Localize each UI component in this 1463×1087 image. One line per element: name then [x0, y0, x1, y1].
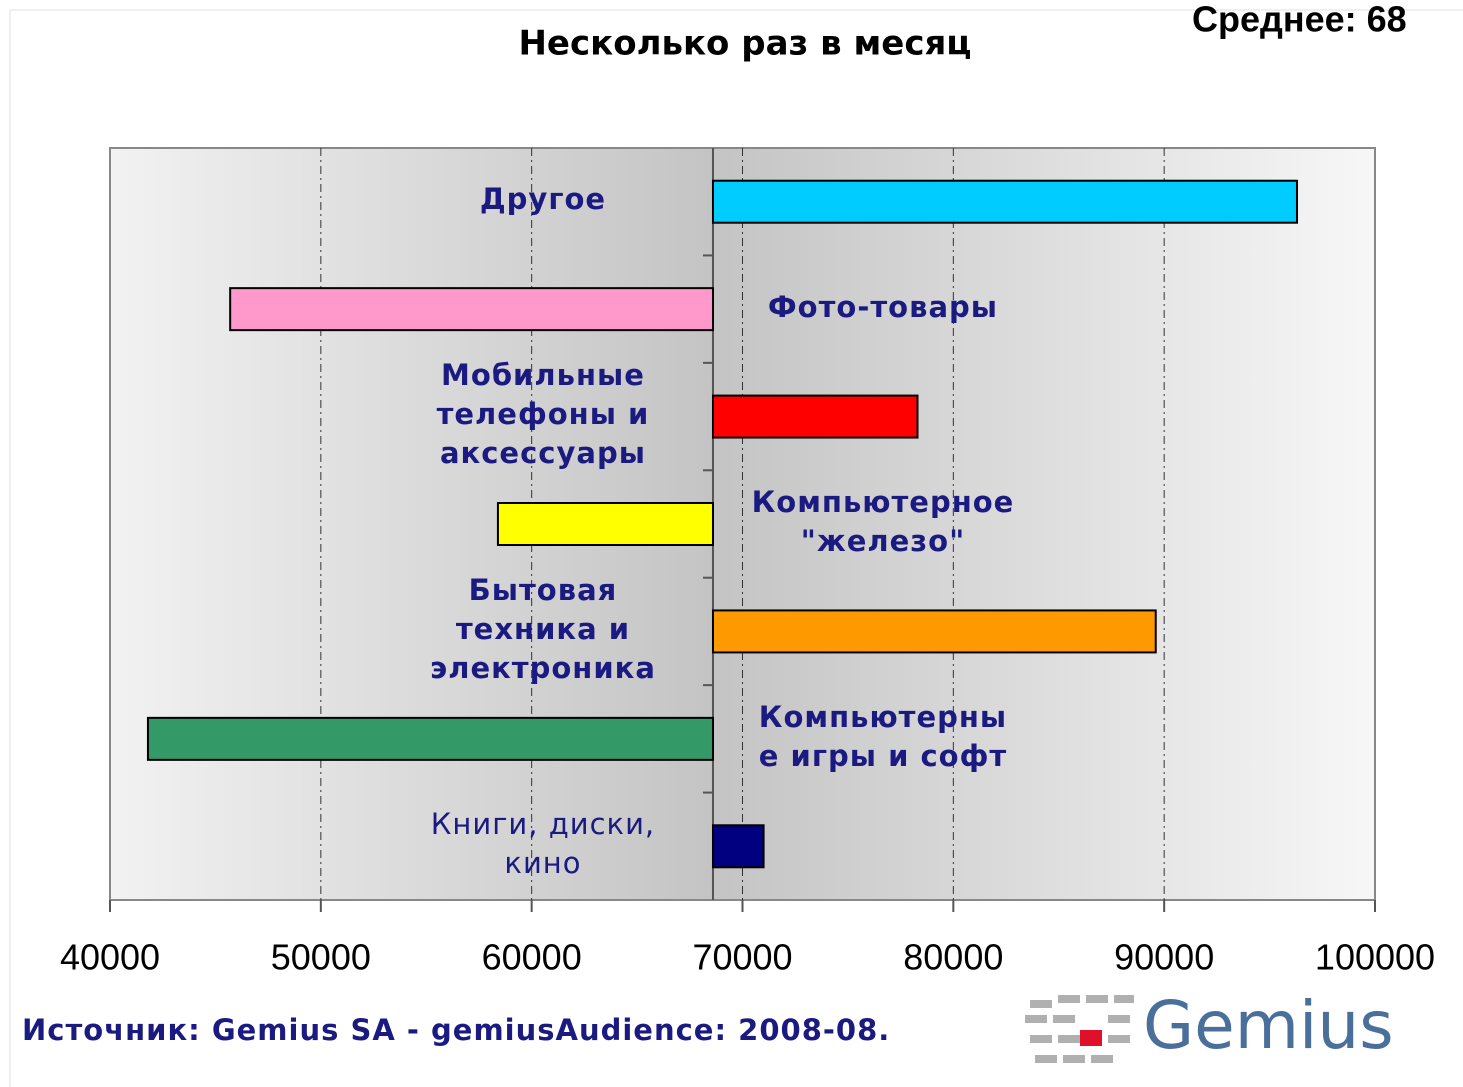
x-tick-label: 100000	[1315, 937, 1435, 978]
category-label: Книги, диски, кино	[430, 807, 656, 881]
x-tick-label: 70000	[692, 937, 792, 978]
x-tick-label: 40000	[60, 937, 160, 978]
bar	[229, 287, 714, 332]
bar	[711, 179, 1298, 224]
chart-title: Несколько раз в месяц	[518, 24, 971, 64]
bar	[496, 502, 714, 546]
source: Источник: Gemius SA - gemiusAudience: 20…	[22, 1013, 890, 1047]
bar	[146, 716, 714, 761]
logo-icon	[1025, 995, 1134, 1063]
logo: Gemius	[1143, 987, 1394, 1064]
category-label: Мобильные телефоны и аксессуары	[436, 358, 650, 471]
x-tick-label: 50000	[271, 937, 371, 978]
x-tick-label: 60000	[482, 937, 582, 978]
annotation: Среднее: 68	[1192, 0, 1407, 40]
category-label: Компьютерное "железо"	[751, 485, 1015, 558]
category-label: Компьютерны е игры и софт	[758, 699, 1008, 773]
bar	[711, 609, 1157, 654]
category-label: Бытовая техника и электроника	[430, 572, 656, 685]
category-label: Фото-товары	[767, 289, 999, 324]
bar	[711, 394, 919, 439]
x-tick-label: 90000	[1114, 937, 1214, 978]
x-tick-label: 80000	[903, 937, 1003, 978]
frame	[9, 9, 1463, 1087]
bar	[711, 824, 765, 869]
plot-bg-right	[712, 148, 1375, 900]
category-label: Другое	[479, 182, 607, 217]
